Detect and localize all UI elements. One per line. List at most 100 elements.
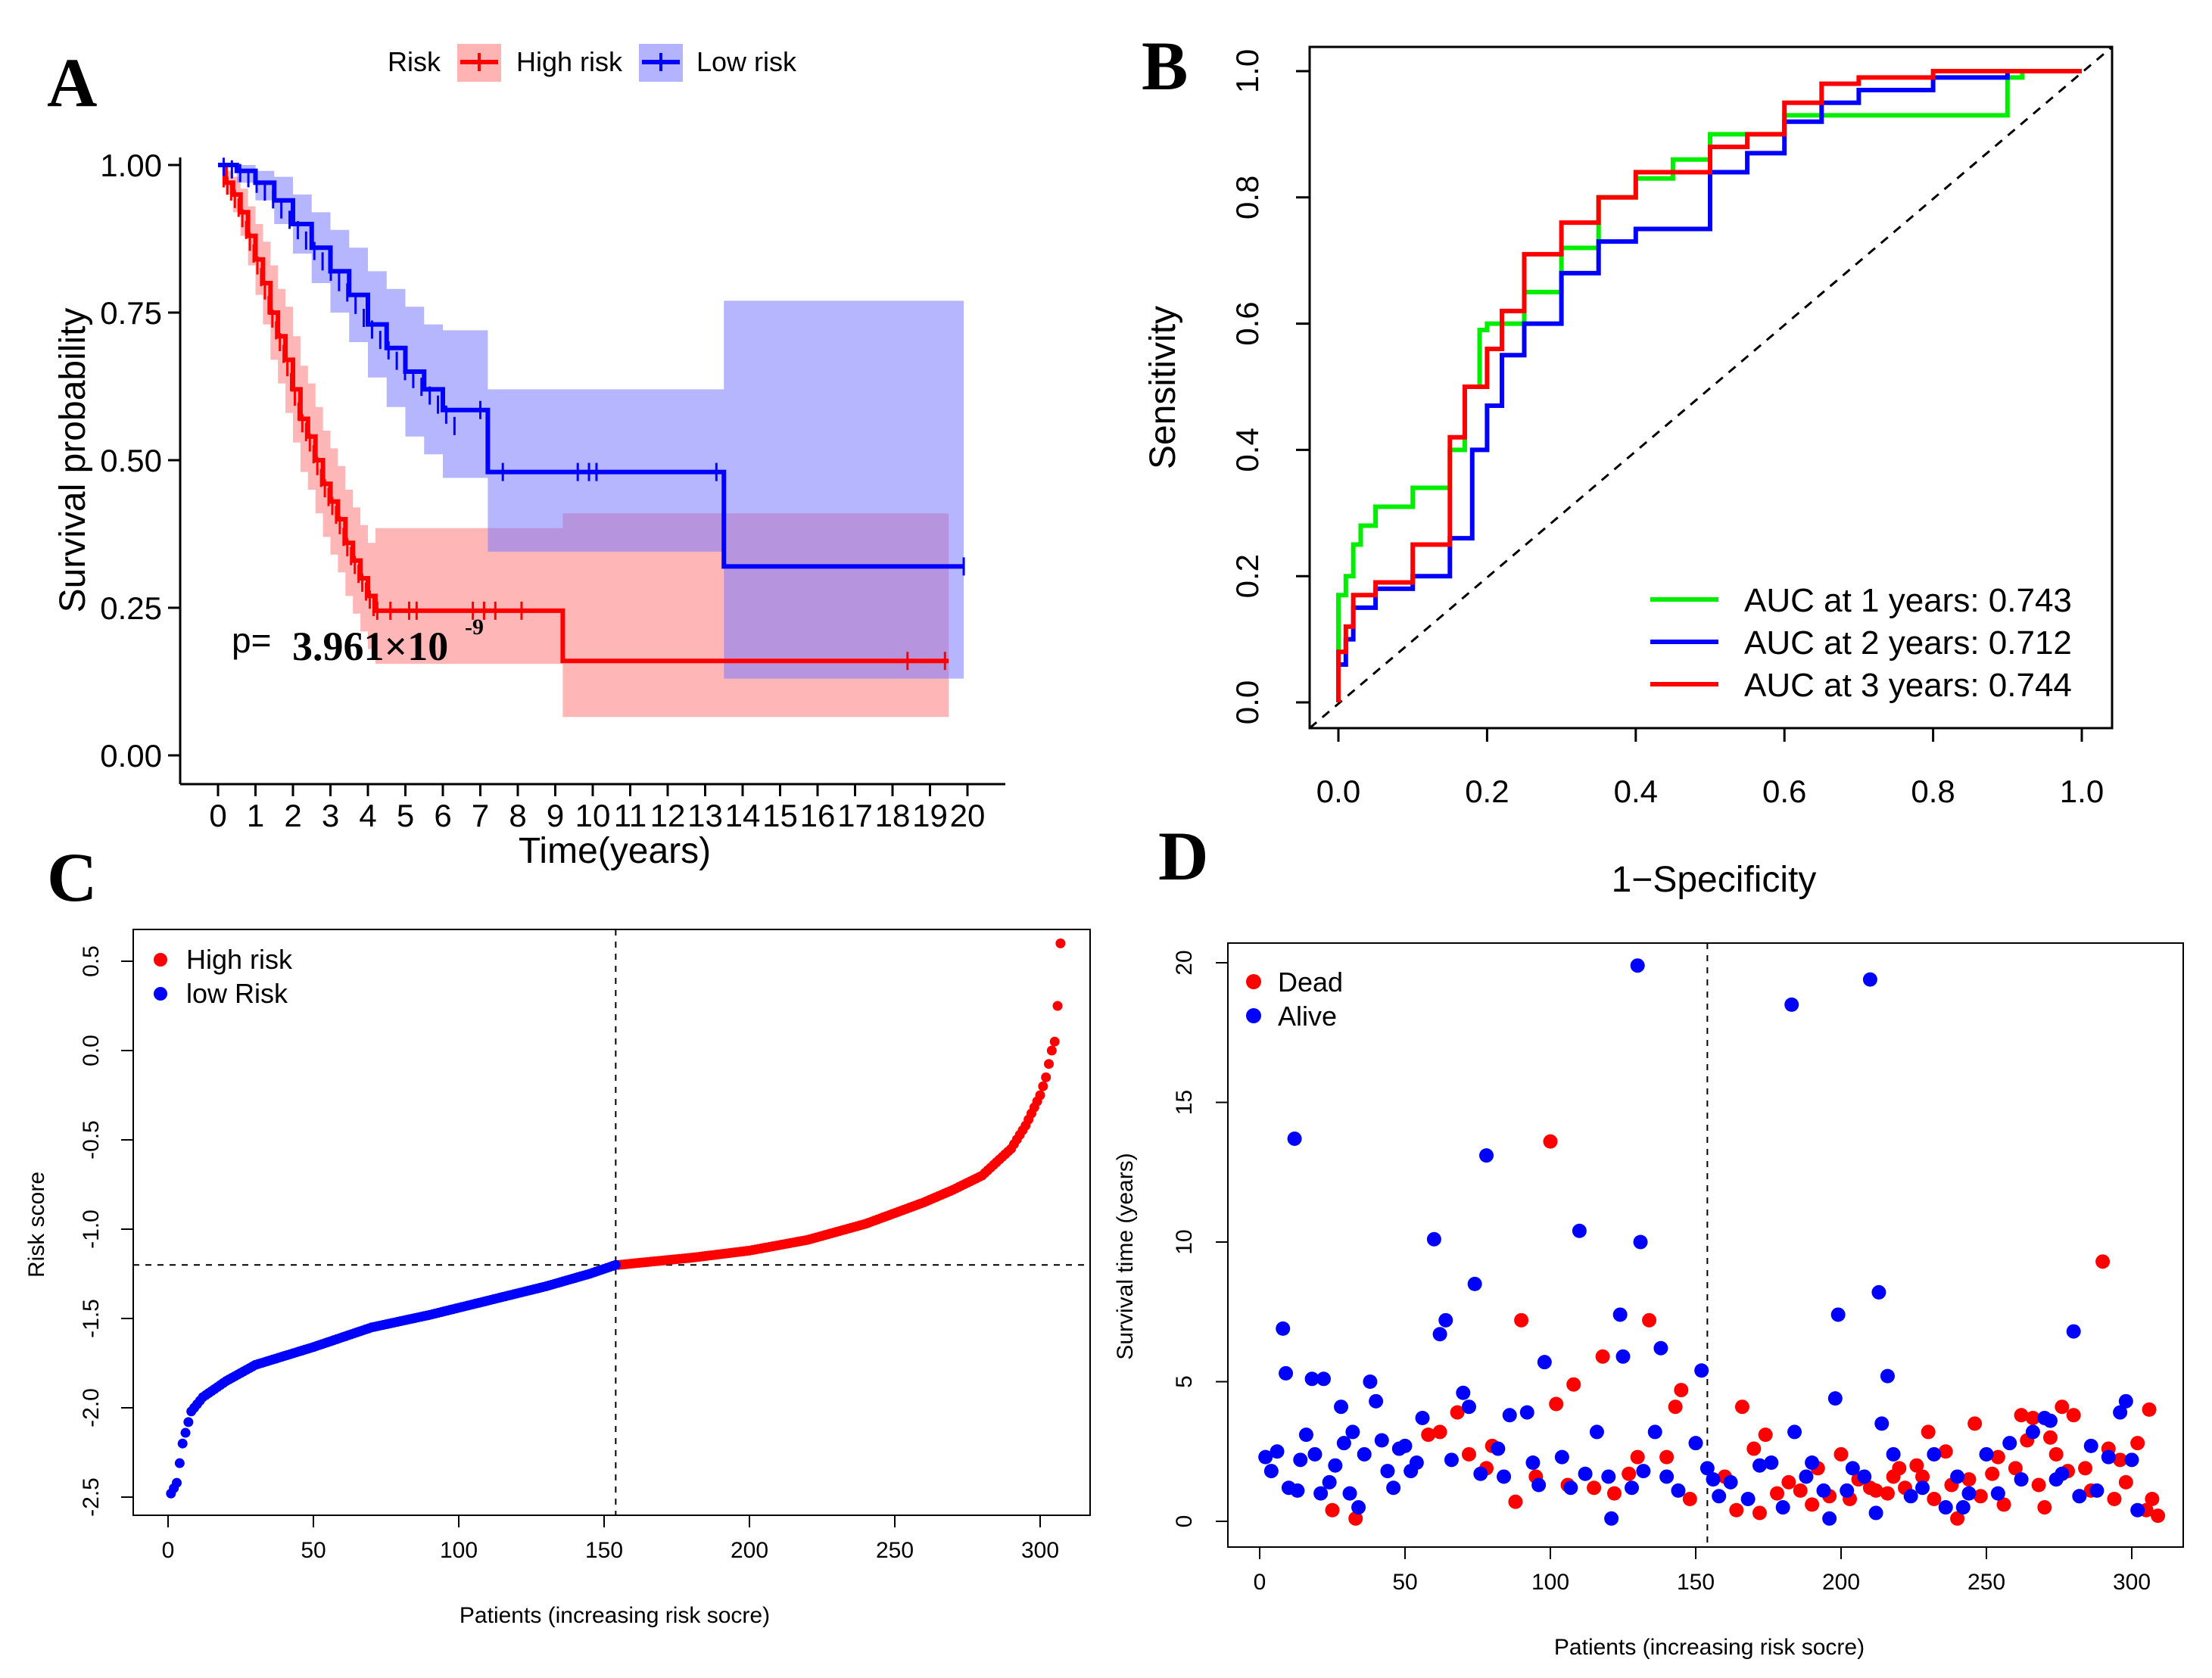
alive-patient-point	[2130, 1502, 2145, 1518]
alive-patient-point	[1415, 1410, 1430, 1425]
alive-patient-point	[1258, 1449, 1273, 1465]
alive-patient-point	[1659, 1469, 1675, 1484]
risk-x-tick-label: 150	[585, 1538, 623, 1563]
alive-patient-point	[1886, 1446, 1901, 1462]
km-x-tick-label: 1	[247, 798, 264, 833]
legend-low-label: Low risk	[696, 46, 797, 77]
alive-patient-point	[1322, 1474, 1337, 1490]
alive-patient-point	[2042, 1413, 2058, 1428]
alive-patient-point	[1601, 1469, 1616, 1484]
alive-patient-point	[1752, 1458, 1767, 1473]
dead-patient-point	[2031, 1477, 2046, 1493]
alive-patient-point	[1374, 1433, 1389, 1448]
p-exponent: -9	[465, 615, 484, 640]
alive-patient-point	[1397, 1438, 1413, 1453]
high-risk-patient-point	[1038, 1081, 1048, 1091]
dead-patient-point	[1595, 1349, 1610, 1364]
low-risk-patient-point	[174, 1458, 185, 1468]
roc-diagonal-reference	[1309, 45, 2113, 730]
dead-patient-point	[1973, 1489, 1988, 1504]
alive-patient-point	[2113, 1405, 2128, 1420]
alive-patient-point	[1270, 1444, 1285, 1459]
survtime-legend-alive-label: Alive	[1278, 1001, 1337, 1032]
high-risk-patient-point	[1044, 1059, 1055, 1069]
risk-x-tick-label: 100	[440, 1538, 478, 1563]
km-x-tick-label: 19	[912, 798, 948, 833]
risk-y-tick-label: -1.5	[79, 1299, 104, 1338]
dead-patient-point	[1805, 1497, 1820, 1512]
high-risk-patient-point	[1046, 1045, 1057, 1056]
km-x-tick-label: 10	[575, 798, 611, 833]
alive-patient-point	[1775, 1500, 1790, 1515]
dead-patient-point	[2118, 1474, 2133, 1490]
survtime-legend-dead-dot	[1246, 974, 1261, 989]
alive-patient-point	[2118, 1393, 2133, 1409]
alive-patient-point	[2124, 1452, 2139, 1468]
dead-patient-point	[1659, 1449, 1675, 1465]
survtime-x-tick-label: 0	[1254, 1570, 1266, 1595]
risk-y-tick-label: 0.0	[79, 1035, 104, 1066]
alive-patient-point	[1336, 1436, 1351, 1451]
alive-patient-point	[1647, 1424, 1662, 1440]
alive-patient-point	[2101, 1449, 2116, 1465]
survtime-x-tick-label: 100	[1531, 1570, 1569, 1595]
alive-patient-point	[1784, 997, 1799, 1012]
dead-patient-point	[1682, 1491, 1697, 1506]
dead-patient-point	[1729, 1502, 1744, 1518]
km-plot: 0 1 2 3 4 5 6 7 8 9 10 11 12 13 14 15 16 17 18 19 200.000.25…	[100, 148, 1005, 833]
alive-patient-point	[1955, 1500, 1971, 1515]
alive-patient-point	[1342, 1486, 1357, 1501]
panel-b-roc: B 0.0 0.2 0.4 0.6 0.8 1.0 0.0 0.2 0.4 0.6 0.8 1.0 1…	[1142, 27, 2114, 900]
dead-patient-point	[1781, 1474, 1796, 1490]
dead-patient-point	[1967, 1416, 1983, 1431]
p-value: 3.961×10	[292, 624, 448, 669]
alive-patient-point	[1840, 1483, 1855, 1498]
alive-patient-point	[1961, 1486, 1977, 1501]
alive-patient-point	[1456, 1385, 1471, 1400]
dead-patient-point	[2066, 1408, 2081, 1423]
dead-patient-point	[1868, 1483, 1883, 1498]
risk-x-tick-label: 300	[1021, 1538, 1059, 1563]
km-y-tick-label: 0.00	[100, 738, 162, 774]
roc-x-tick-label: 1.0	[2060, 774, 2104, 809]
dead-patient-point	[2078, 1461, 2093, 1476]
panel-letter-d: D	[1158, 817, 1208, 895]
km-x-tick-label: 2	[284, 798, 301, 833]
roc-x-tick-label: 0.0	[1316, 774, 1360, 809]
km-y-tick-label: 0.75	[100, 295, 162, 331]
alive-patient-point	[1345, 1424, 1360, 1440]
alive-patient-point	[1263, 1464, 1279, 1479]
survtime-legend-alive-dot	[1246, 1008, 1261, 1023]
dead-patient-point	[1461, 1446, 1476, 1462]
dead-patient-point	[1950, 1511, 1965, 1526]
survtime-y-tick-label: 10	[1172, 1229, 1197, 1254]
alive-patient-point	[2072, 1489, 2087, 1504]
dead-patient-point	[1758, 1427, 1773, 1443]
high-risk-patient-point	[1035, 1090, 1045, 1101]
alive-patient-point	[2055, 1466, 2070, 1481]
alive-patient-point	[1276, 1321, 1291, 1336]
alive-patient-point	[1537, 1355, 1552, 1370]
roc-y-label: Sensitivity	[1143, 306, 1183, 469]
dead-patient-point	[1921, 1424, 1936, 1440]
risk-y-label: Risk score	[24, 1172, 49, 1278]
km-x-tick-label: 7	[472, 798, 489, 833]
km-x-tick-label: 8	[509, 798, 526, 833]
dead-patient-point	[2037, 1500, 2052, 1515]
survtime-plot-frame	[1227, 942, 2184, 1548]
dead-patient-point	[1508, 1494, 1523, 1509]
dead-patient-point	[1961, 1472, 1977, 1487]
dead-patient-point	[2142, 1402, 2157, 1417]
alive-patient-point	[1653, 1340, 1668, 1356]
dead-patient-point	[2014, 1408, 2029, 1423]
dead-patient-point	[2095, 1254, 2111, 1269]
risk-x-label: Patients (increasing risk socre)	[460, 1603, 770, 1628]
alive-patient-point	[1938, 1500, 1953, 1515]
alive-patient-point	[1915, 1480, 1930, 1496]
alive-patient-point	[1857, 1469, 1872, 1484]
alive-patient-point	[1386, 1480, 1401, 1496]
dead-patient-point	[1549, 1396, 1564, 1412]
dead-patient-point	[2107, 1491, 2122, 1506]
roc-y-tick-label: 0.2	[1229, 554, 1265, 598]
legend-high-label: High risk	[516, 46, 623, 77]
